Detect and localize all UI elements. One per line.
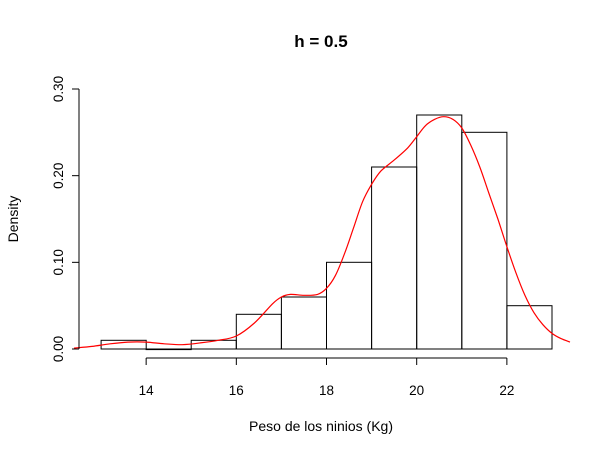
density-curve bbox=[73, 116, 571, 349]
x-tick-label: 18 bbox=[319, 383, 334, 398]
y-tick-label: 0.00 bbox=[51, 336, 66, 362]
x-tick-label: 20 bbox=[409, 383, 424, 398]
y-axis-title: Density bbox=[5, 196, 21, 243]
histogram-bar bbox=[326, 261, 373, 350]
x-axis: 14 16 18 20 22 bbox=[139, 357, 514, 398]
histogram-bars bbox=[100, 114, 553, 351]
histogram-bar bbox=[145, 348, 192, 351]
x-axis-title: Peso de los ninios (Kg) bbox=[249, 418, 393, 434]
chart-title: h = 0.5 bbox=[294, 32, 347, 51]
y-tick-label: 0.30 bbox=[51, 76, 66, 102]
histogram-bar bbox=[461, 131, 508, 350]
y-tick-label: 0.10 bbox=[51, 249, 66, 275]
x-tick-label: 14 bbox=[139, 383, 155, 398]
histogram-bar bbox=[371, 166, 418, 350]
y-tick-label: 0.20 bbox=[51, 163, 66, 189]
histogram-bar bbox=[280, 296, 327, 350]
histogram-bar bbox=[416, 114, 463, 350]
x-tick-label: 16 bbox=[229, 383, 244, 398]
density-curve-group bbox=[73, 116, 571, 349]
y-axis: 0.00 0.10 0.20 0.30 bbox=[51, 76, 80, 362]
x-tick-label: 22 bbox=[499, 383, 514, 398]
